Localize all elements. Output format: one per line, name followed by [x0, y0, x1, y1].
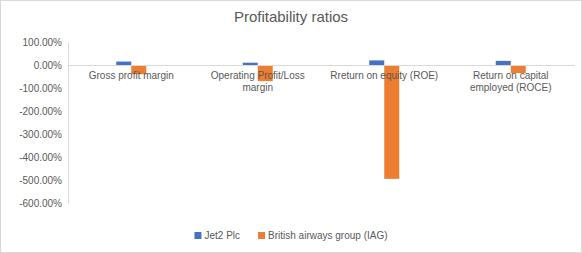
- legend-swatch: [194, 232, 201, 239]
- bar: [243, 63, 258, 65]
- y-tick-label: -600.00%: [19, 198, 62, 209]
- x-axis-line: [69, 65, 575, 66]
- y-tick-label: 100.00%: [23, 37, 63, 48]
- legend-label: Jet2 Plc: [204, 230, 240, 241]
- y-tick-label: -300.00%: [19, 129, 62, 140]
- y-tick-label: -100.00%: [19, 83, 62, 94]
- x-axis: Gross profit margin Operating Profit/Loss…: [69, 65, 575, 93]
- legend-item: British airways group (IAG): [258, 230, 387, 241]
- bar: [384, 65, 399, 179]
- y-tick: -600.00%: [19, 198, 68, 209]
- x-tick-label: Rreturn on equity (ROE): [330, 70, 438, 81]
- y-tick: -100.00%: [19, 83, 68, 94]
- bar: [369, 60, 384, 65]
- legend-swatch: [258, 232, 265, 239]
- y-tick: -200.00%: [19, 106, 68, 117]
- x-tick: Return on capitalemployed (ROCE): [470, 65, 552, 93]
- legend-item: Jet2 Plc: [194, 230, 240, 241]
- y-axis: 100.00% 0.00% -100.00% -200.00% -300.00% -400…: [19, 37, 68, 209]
- bar: [116, 62, 131, 65]
- y-tick-label: 0.00%: [34, 60, 62, 71]
- title: Profitability ratios: [234, 8, 348, 25]
- bars: [116, 60, 526, 178]
- chart: Profitability ratios 100.00% 0.00% -100.00%…: [0, 0, 582, 253]
- x-tick-label: Return on capitalemployed (ROCE): [470, 70, 552, 93]
- legend: Jet2 Plc British airways group (IAG): [194, 230, 387, 241]
- y-tick: -300.00%: [19, 129, 68, 140]
- plot: 100.00% 0.00% -100.00% -200.00% -300.00% -400…: [19, 37, 574, 209]
- y-tick-label: -200.00%: [19, 106, 62, 117]
- x-tick-label: Operating Profit/Lossmargin: [211, 70, 305, 93]
- y-tick-label: -400.00%: [19, 152, 62, 163]
- x-tick: Gross profit margin: [89, 65, 174, 81]
- y-tick: 0.00%: [34, 60, 68, 71]
- x-tick: Operating Profit/Lossmargin: [211, 65, 305, 93]
- y-axis-line: [68, 43, 69, 204]
- legend-label: British airways group (IAG): [268, 230, 387, 241]
- y-tick: -400.00%: [19, 152, 68, 163]
- x-tick: Rreturn on equity (ROE): [330, 65, 438, 81]
- x-tick-label: Gross profit margin: [89, 70, 174, 81]
- y-tick: -500.00%: [19, 175, 68, 186]
- bar: [496, 61, 511, 65]
- y-tick-label: -500.00%: [19, 175, 62, 186]
- y-tick: 100.00%: [23, 37, 68, 48]
- chart-frame: [1, 1, 582, 253]
